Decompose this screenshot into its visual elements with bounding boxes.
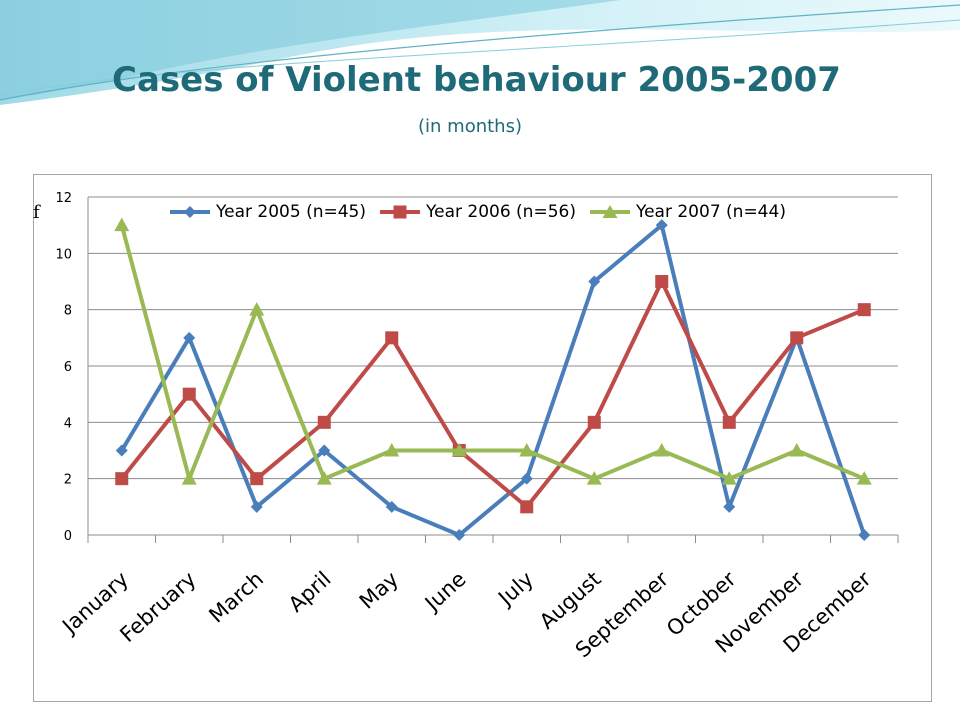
legend-swatch — [379, 205, 420, 219]
x-tick-label: April — [284, 567, 336, 617]
slide-title: Cases of Violent behaviour 2005-2007 — [112, 60, 841, 100]
slide-subtitle: (in months) — [418, 116, 522, 137]
data-point-series-1 — [385, 500, 398, 513]
data-point-series-2 — [182, 387, 196, 401]
data-point-series-3 — [586, 471, 602, 485]
legend-label: Year 2005 (n=45) — [216, 202, 366, 222]
data-point-series-3 — [114, 217, 130, 232]
y-tick-label: 8 — [64, 304, 72, 319]
data-point-series-3 — [249, 302, 265, 316]
data-point-series-2 — [655, 275, 669, 288]
x-tick-label: February — [115, 567, 200, 647]
series-line-1 — [120, 223, 867, 537]
data-point-series-2 — [520, 500, 534, 514]
data-point-series-1 — [588, 275, 601, 288]
legend-item-3: Year 2007 (n=44) — [588, 202, 786, 222]
x-tick-label: March — [204, 567, 268, 628]
data-point-series-3 — [721, 471, 737, 485]
x-tick-label: June — [419, 567, 471, 617]
legend-label: Year 2007 (n=44) — [635, 202, 786, 222]
data-point-series-2 — [790, 331, 804, 345]
data-point-series-1 — [858, 529, 871, 541]
y-axis-label: f — [33, 202, 40, 223]
y-tick-label: 6 — [64, 360, 72, 375]
y-tick-label: 12 — [55, 191, 72, 206]
y-tick-label: 4 — [64, 416, 72, 431]
y-tick-label: 0 — [64, 529, 72, 544]
legend-item-1: Year 2005 (n=45) — [168, 202, 366, 222]
data-point-series-1 — [250, 500, 263, 513]
data-point-series-1 — [453, 529, 466, 541]
data-point-series-2 — [722, 415, 736, 429]
y-tick-label: 10 — [55, 247, 72, 262]
data-point-series-2 — [857, 303, 871, 317]
legend-swatch — [589, 205, 630, 218]
data-point-series-2 — [115, 472, 129, 486]
data-point-series-2 — [385, 331, 399, 345]
data-point-series-3 — [856, 471, 872, 485]
data-point-series-3 — [654, 443, 670, 457]
data-point-series-2 — [317, 415, 331, 429]
x-tick-label: May — [355, 567, 403, 614]
chart-legend: Year 2005 (n=45) Year 2006 (n=56) Year 200… — [168, 200, 798, 224]
legend-item-2: Year 2006 (n=56) — [378, 202, 576, 222]
data-point-series-3 — [181, 471, 197, 485]
data-point-series-1 — [183, 331, 196, 344]
series-line-3 — [119, 224, 866, 481]
data-point-series-1 — [520, 472, 533, 485]
data-point-series-2 — [587, 415, 601, 429]
data-point-series-3 — [451, 443, 467, 457]
data-point-series-3 — [316, 471, 332, 485]
data-point-series-3 — [384, 443, 400, 457]
x-tick-label: July — [492, 567, 538, 611]
data-point-series-3 — [789, 443, 805, 457]
legend-swatch — [170, 206, 210, 218]
data-point-series-2 — [250, 472, 264, 486]
series-line-2 — [120, 279, 866, 509]
chart-frame — [33, 174, 932, 702]
data-point-series-1 — [655, 219, 668, 232]
data-point-series-3 — [519, 443, 535, 457]
y-tick-label: 2 — [64, 473, 72, 488]
data-point-series-1 — [115, 444, 128, 457]
data-point-series-1 — [318, 444, 331, 457]
data-point-series-1 — [723, 500, 736, 513]
legend-label: Year 2006 (n=56) — [425, 202, 576, 222]
